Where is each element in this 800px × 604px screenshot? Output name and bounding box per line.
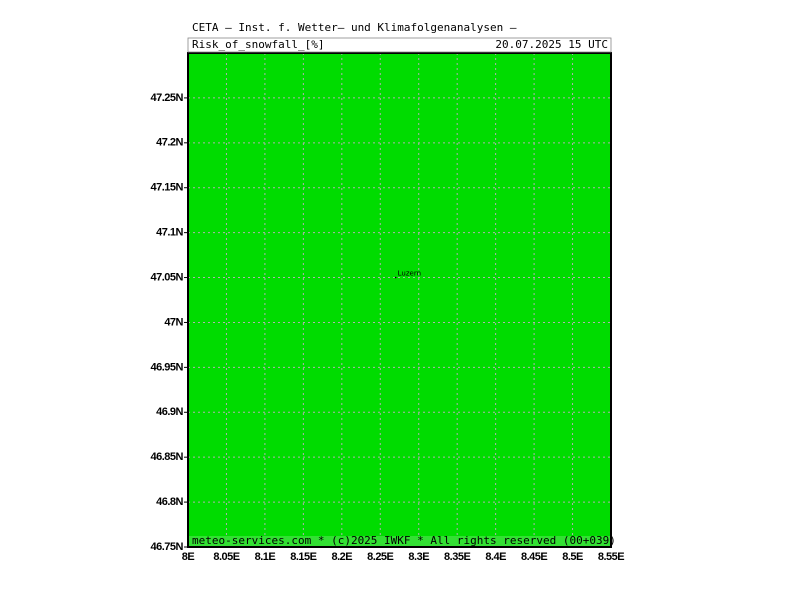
x-tick-label: 8.2E: [331, 551, 352, 563]
x-tick-label: 8.15E: [290, 551, 316, 563]
city-label: Luzern: [398, 270, 421, 278]
y-tick-label: 46.8N: [156, 496, 183, 508]
y-tick-label: 47.05N: [151, 271, 184, 283]
x-tick-label: 8.05E: [213, 551, 239, 563]
x-tick-label: 8.45E: [521, 551, 547, 563]
x-tick-label: 8.25E: [367, 551, 393, 563]
x-tick-label: 8.4E: [485, 551, 506, 563]
institute: CETA — Inst. f. Wetter— und Klimafolgena…: [192, 21, 517, 34]
x-tick-label: 8.5E: [562, 551, 583, 563]
y-tick-label: 46.75N: [151, 541, 184, 553]
y-tick-label: 46.85N: [151, 451, 184, 463]
y-tick-label: 47.15N: [151, 182, 184, 194]
snowfall-field: [188, 53, 611, 547]
parameter: Risk_of_snowfall_[%]: [192, 38, 324, 51]
footer-bar: [188, 536, 611, 547]
x-tick-label: 8.35E: [444, 551, 470, 563]
city-marker: [394, 276, 397, 279]
x-tick-label: 8.1E: [255, 551, 276, 563]
y-tick-label: 46.9N: [156, 406, 183, 418]
footer-text: meteo-services.com * (c)2025 IWKF * All …: [192, 534, 616, 547]
y-tick-label: 47.25N: [151, 92, 184, 104]
map-frame: [187, 52, 612, 548]
x-tick-label: 8.3E: [408, 551, 429, 563]
y-tick-label: 47N: [164, 316, 183, 328]
valid-time: 20.07.2025 15 UTC: [495, 38, 608, 51]
y-tick-label: 47.1N: [156, 227, 183, 239]
x-tick-label: 8E: [182, 551, 195, 563]
y-tick-label: 46.95N: [151, 361, 184, 373]
x-tick-label: 8.55E: [598, 551, 624, 563]
title-box: [187, 37, 612, 53]
y-tick-label: 47.2N: [156, 137, 183, 149]
